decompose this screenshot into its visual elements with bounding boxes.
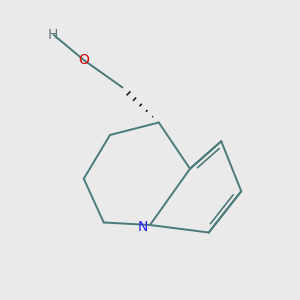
- Text: H: H: [48, 28, 58, 42]
- Text: N: N: [137, 220, 148, 234]
- Text: O: O: [78, 53, 89, 67]
